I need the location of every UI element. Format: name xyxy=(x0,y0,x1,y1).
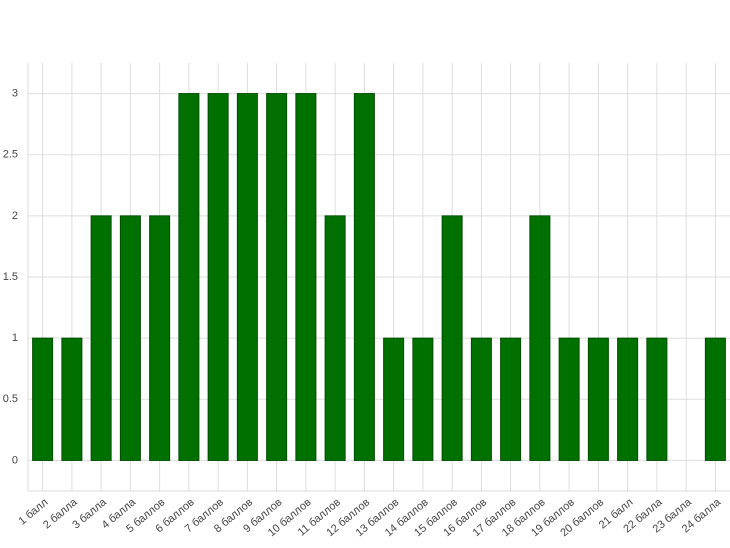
bar xyxy=(704,337,726,461)
bar xyxy=(617,337,639,461)
y-tick-label: 1 xyxy=(12,332,18,344)
bar xyxy=(207,93,229,461)
bar xyxy=(178,93,200,461)
bar xyxy=(90,215,112,461)
bar xyxy=(470,337,492,461)
bar xyxy=(324,215,346,461)
bar xyxy=(236,93,258,461)
bar xyxy=(295,93,317,461)
bar xyxy=(61,337,83,461)
bar xyxy=(383,337,405,461)
y-tick-label: 1.5 xyxy=(3,271,18,283)
bar xyxy=(412,337,434,461)
y-tick-label: 0.5 xyxy=(3,393,18,405)
bar xyxy=(646,337,668,461)
bar xyxy=(558,337,580,461)
bar xyxy=(529,215,551,461)
bar xyxy=(441,215,463,461)
bar xyxy=(587,337,609,461)
bar xyxy=(149,215,171,461)
bar xyxy=(32,337,54,461)
y-tick-label: 3 xyxy=(12,87,18,99)
bar xyxy=(500,337,522,461)
bar xyxy=(353,93,375,461)
y-tick-label: 2 xyxy=(12,210,18,222)
y-tick-label: 0 xyxy=(12,454,18,466)
bar xyxy=(266,93,288,461)
bar xyxy=(119,215,141,461)
y-tick-label: 2.5 xyxy=(3,149,18,161)
